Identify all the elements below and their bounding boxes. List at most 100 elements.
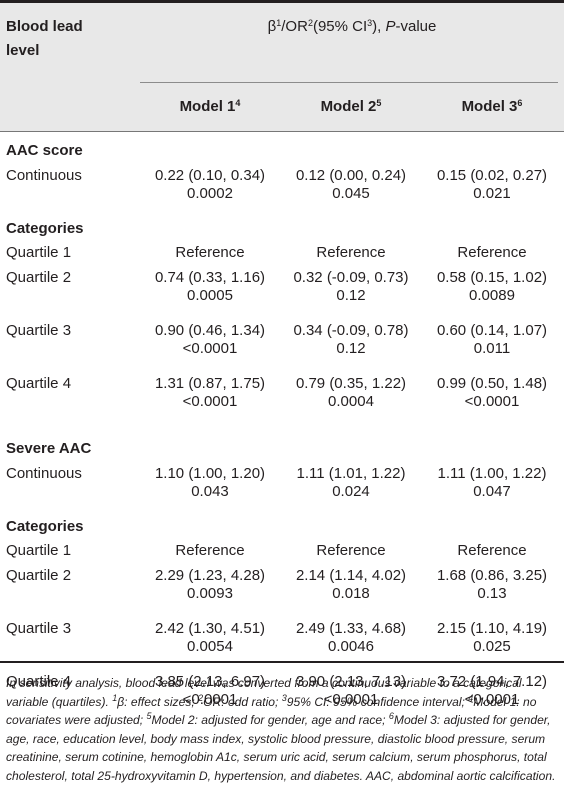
p-value-cell: <0.0001 [464,691,520,708]
table-body: AAC score Continuous 0.22 (0.10, 0.34) 0.00… [0,132,564,708]
p-value-cell: 0.0046 [328,638,374,655]
stat-or: /OR [281,18,308,35]
stat-sup-3: 3 [367,18,373,28]
estimate-cell: 0.90 (0.46, 1.34) [154,322,266,339]
model-3-sup: 6 [517,98,523,108]
model-2-sup: 5 [376,98,382,108]
stat-beta: β [267,18,277,35]
table-header: Blood lead level β1/OR2(95% CI3), P-valu… [0,3,564,131]
footnote-marker: 3 [281,692,287,703]
section-heading: Categories [6,220,84,237]
footnote-text: OR: odd ratio; [203,694,282,709]
row-label: Quartile 3 [6,620,72,637]
estimate-cell: 0.34 (-0.09, 0.78) [293,322,409,339]
header-bottom-rule [0,131,564,132]
p-value-cell: 0.047 [473,483,511,500]
p-value-cell: 0.0089 [469,287,515,304]
estimate-cell: Reference [316,542,386,559]
footnote-marker: 2 [198,692,204,703]
table-footnote: In sensitivity analysis, blood lead leve… [6,674,558,785]
p-value-cell: <0.0001 [464,393,520,410]
p-value-cell: 0.13 [477,585,507,602]
estimate-cell: 0.15 (0.02, 0.27) [436,167,548,184]
statistic-header: β1/OR2(95% CI3), P-value [140,15,564,39]
p-value-cell: 0.011 [473,340,511,357]
row-label-header-line-2: level [6,42,40,59]
row-label: Quartile 2 [6,567,72,584]
p-value-cell: 0.024 [332,483,370,500]
estimate-cell: 2.15 (1.10, 4.19) [436,620,548,637]
estimate-cell: Reference [175,542,245,559]
row-label: Quartile 1 [6,542,72,559]
stat-sep: ), [372,18,386,35]
estimate-cell: 1.11 (1.00, 1.22) [437,465,547,482]
estimate-cell: 1.11 (1.01, 1.22) [296,465,406,482]
estimate-cell: 3.72 (1.94, 7.12) [436,673,548,690]
stat-ci: (95% CI [312,18,368,35]
footnote-marker: 5 [146,711,152,721]
estimate-cell: 0.58 (0.15, 1.02) [436,269,548,286]
stat-value: -value [395,18,437,35]
stat-sup-2: 2 [307,18,313,28]
row-label: Quartile 2 [6,269,72,286]
model-2-label: Model 2 [320,98,377,115]
model-2-header: Model 25 [280,97,422,117]
p-value-cell: 0.018 [332,585,370,602]
estimate-cell: 3.85 (2.13, 6.97) [154,673,266,690]
estimate-cell: 2.49 (1.33, 4.68) [295,620,407,637]
p-value-cell: 0.043 [191,483,229,500]
footnote-text: In sensitivity analysis, blood lead leve… [6,676,522,709]
model-1-header: Model 14 [139,97,281,117]
estimate-cell: 2.29 (1.23, 4.28) [154,567,266,584]
p-value-cell: <0.0001 [323,691,379,708]
footnote-text: 95% CI: 95% confidence interval; [286,694,469,709]
model-1-sup: 4 [235,98,241,108]
stat-sup-1: 1 [276,18,282,28]
p-value-cell: <0.0001 [182,340,238,357]
footnote-marker: 1 [112,692,118,703]
row-label: Quartile 4 [6,375,72,392]
p-value-cell: 0.025 [473,638,511,655]
estimate-cell: 2.14 (1.14, 4.02) [295,567,407,584]
row-label: Continuous [6,465,82,482]
estimate-cell: 0.12 (0.00, 0.24) [295,167,407,184]
table-top-rule [0,0,564,3]
estimate-cell: 0.22 (0.10, 0.34) [154,167,266,184]
row-label: Quartile 1 [6,244,72,261]
row-label: Continuous [6,167,82,184]
estimate-cell: 0.79 (0.35, 1.22) [295,375,407,392]
table-bottom-rule [0,661,564,663]
p-value-cell: 0.12 [336,340,366,357]
estimate-cell: 3.90 (2.13, 7.13) [295,673,407,690]
estimate-cell: 0.99 (0.50, 1.48) [436,375,548,392]
p-value-cell: 0.12 [336,287,366,304]
model-3-header: Model 36 [421,97,563,117]
p-value-cell: <0.0001 [182,393,238,410]
p-value-cell: 0.021 [473,185,511,202]
estimate-cell: 0.74 (0.33, 1.16) [154,269,266,286]
estimate-cell: Reference [457,542,527,559]
estimate-cell: Reference [457,244,527,261]
p-value-cell: 0.0054 [187,638,233,655]
p-value-cell: 0.0093 [187,585,233,602]
estimate-cell: 0.32 (-0.09, 0.73) [293,269,409,286]
p-value-cell: 0.0004 [328,393,374,410]
model-1-label: Model 1 [179,98,236,115]
footnote-marker: 4 [468,692,474,703]
footnote-marker: 6 [388,711,394,721]
section-heading: AAC score [6,142,83,159]
estimate-cell: 0.60 (0.14, 1.07) [436,322,548,339]
row-label: Quartile 3 [6,322,72,339]
footnote-text: Model 3: adjusted for gender, age, race,… [6,713,556,783]
estimate-cell: 1.68 (0.86, 3.25) [436,567,548,584]
estimate-cell: 2.42 (1.30, 4.51) [154,620,266,637]
section-heading: Categories [6,518,84,535]
header-divider [140,82,558,83]
row-label: Quartile 4 [6,673,72,690]
p-value-cell: 0.045 [332,185,370,202]
p-value-cell: <0.0001 [182,691,238,708]
footnote-text: Model 2: adjusted for gender, age and ra… [151,713,389,727]
stat-p: P [385,18,396,35]
footnote-text: Model 1: no covariates were adjusted; [6,694,537,728]
